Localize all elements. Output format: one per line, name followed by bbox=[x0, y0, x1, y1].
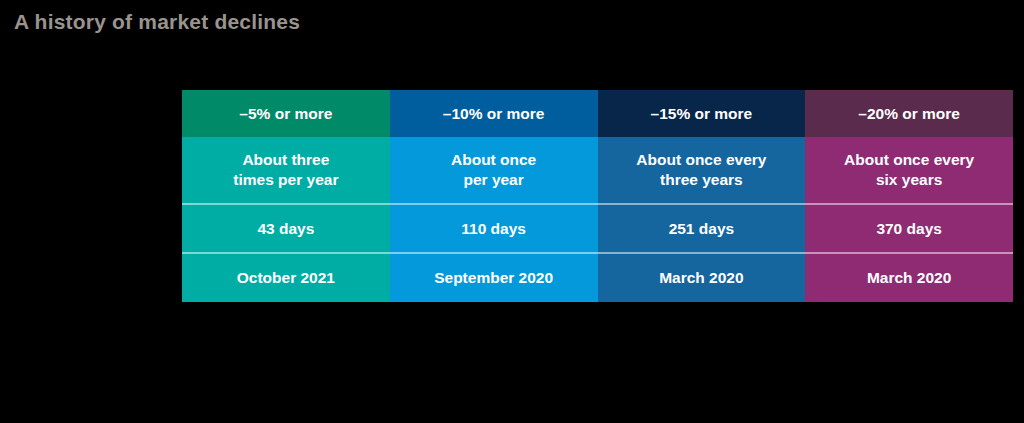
average-length-cell: 251 days bbox=[598, 203, 806, 252]
decline-size-header: –20% or more bbox=[805, 90, 1013, 137]
average-length-cell: 370 days bbox=[805, 203, 1013, 252]
frequency-line1: About once every bbox=[844, 150, 974, 170]
frequency-line2: six years bbox=[876, 170, 942, 190]
last-occurrence-cell: March 2020 bbox=[805, 252, 1013, 302]
column-decline-15pct: –15% or more About once every three year… bbox=[598, 90, 806, 302]
frequency-cell: About three times per year bbox=[182, 137, 390, 203]
frequency-cell: About once per year bbox=[390, 137, 598, 203]
last-occurrence-cell: September 2020 bbox=[390, 252, 598, 302]
last-occurrence-cell: October 2021 bbox=[182, 252, 390, 302]
column-decline-20pct: –20% or more About once every six years … bbox=[805, 90, 1013, 302]
column-decline-5pct: –5% or more About three times per year 4… bbox=[182, 90, 390, 302]
column-decline-10pct: –10% or more About once per year 110 day… bbox=[390, 90, 598, 302]
average-length-cell: 43 days bbox=[182, 203, 390, 252]
decline-size-header: –15% or more bbox=[598, 90, 806, 137]
frequency-line2: times per year bbox=[233, 170, 338, 190]
frequency-line1: About once bbox=[451, 150, 536, 170]
average-length-cell: 110 days bbox=[390, 203, 598, 252]
frequency-line2: three years bbox=[660, 170, 743, 190]
frequency-cell: About once every three years bbox=[598, 137, 806, 203]
frequency-line1: About three bbox=[242, 150, 329, 170]
frequency-line1: About once every bbox=[636, 150, 766, 170]
frequency-line2: per year bbox=[463, 170, 523, 190]
market-declines-table: –5% or more About three times per year 4… bbox=[182, 90, 1013, 302]
decline-size-header: –10% or more bbox=[390, 90, 598, 137]
frequency-cell: About once every six years bbox=[805, 137, 1013, 203]
decline-size-header: –5% or more bbox=[182, 90, 390, 137]
infographic-canvas: A history of market declines –5% or more… bbox=[0, 0, 1024, 423]
last-occurrence-cell: March 2020 bbox=[598, 252, 806, 302]
chart-title: A history of market declines bbox=[14, 10, 300, 34]
